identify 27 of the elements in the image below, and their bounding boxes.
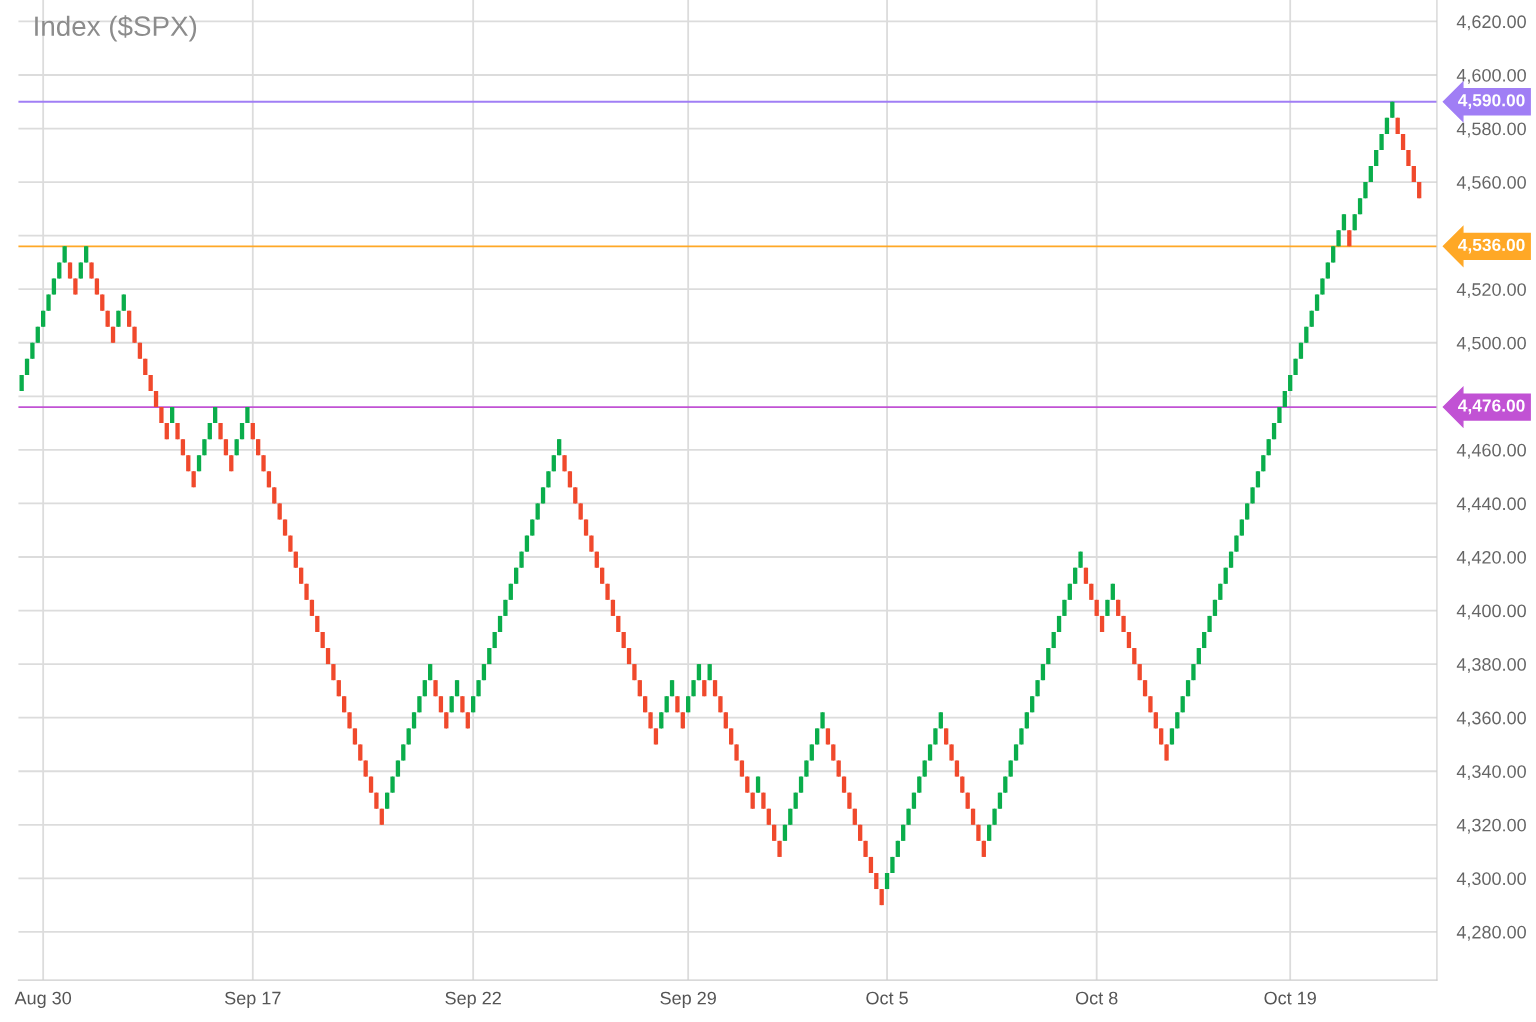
y-tick-label: 4,500.00 (1456, 336, 1526, 352)
y-tick-label: 4,560.00 (1456, 176, 1526, 191)
y-tick-label: 4,460.00 (1456, 443, 1526, 459)
x-tick-label: Sep 29 (660, 991, 716, 1009)
y-tick-label: 4,440.00 (1456, 497, 1526, 513)
x-tick-label: Sep 22 (445, 991, 501, 1009)
y-tick-label: 4,620.00 (1456, 15, 1526, 31)
y-tick-label: 4,520.00 (1456, 283, 1526, 299)
x-tick-label: Oct 8 (1075, 991, 1118, 1005)
y-tick-label: 4,360.00 (1456, 711, 1526, 727)
text: Index ($SPX) (35, 15, 197, 42)
y-tick-label: 4,600.00 (1456, 68, 1526, 84)
ref-line-label: 4,536.00 (1458, 238, 1525, 254)
y-tick-label: 4,400.00 (1456, 604, 1526, 620)
y-tick-label: 4,340.00 (1456, 765, 1526, 781)
y-tick-label: 4,420.00 (1456, 550, 1526, 566)
x-tick-label: Sep 17 (225, 991, 281, 1009)
ref-line-label: 4,476.00 (1458, 399, 1525, 415)
x-tick-label: Oct 5 (866, 991, 908, 1005)
y-tick-label: 4,580.00 (1456, 122, 1526, 138)
y-tick-label: 4,280.00 (1456, 925, 1526, 941)
y-tick-label: 4,300.00 (1456, 872, 1526, 888)
y-tick-label: 4,320.00 (1456, 818, 1526, 834)
y-tick-label: 4,380.00 (1456, 658, 1526, 673)
x-tick-label: Aug 30 (14, 991, 72, 1009)
x-tick-label: Oct 19 (1264, 991, 1316, 1005)
ref-line-label: 4,590.00 (1458, 94, 1525, 109)
